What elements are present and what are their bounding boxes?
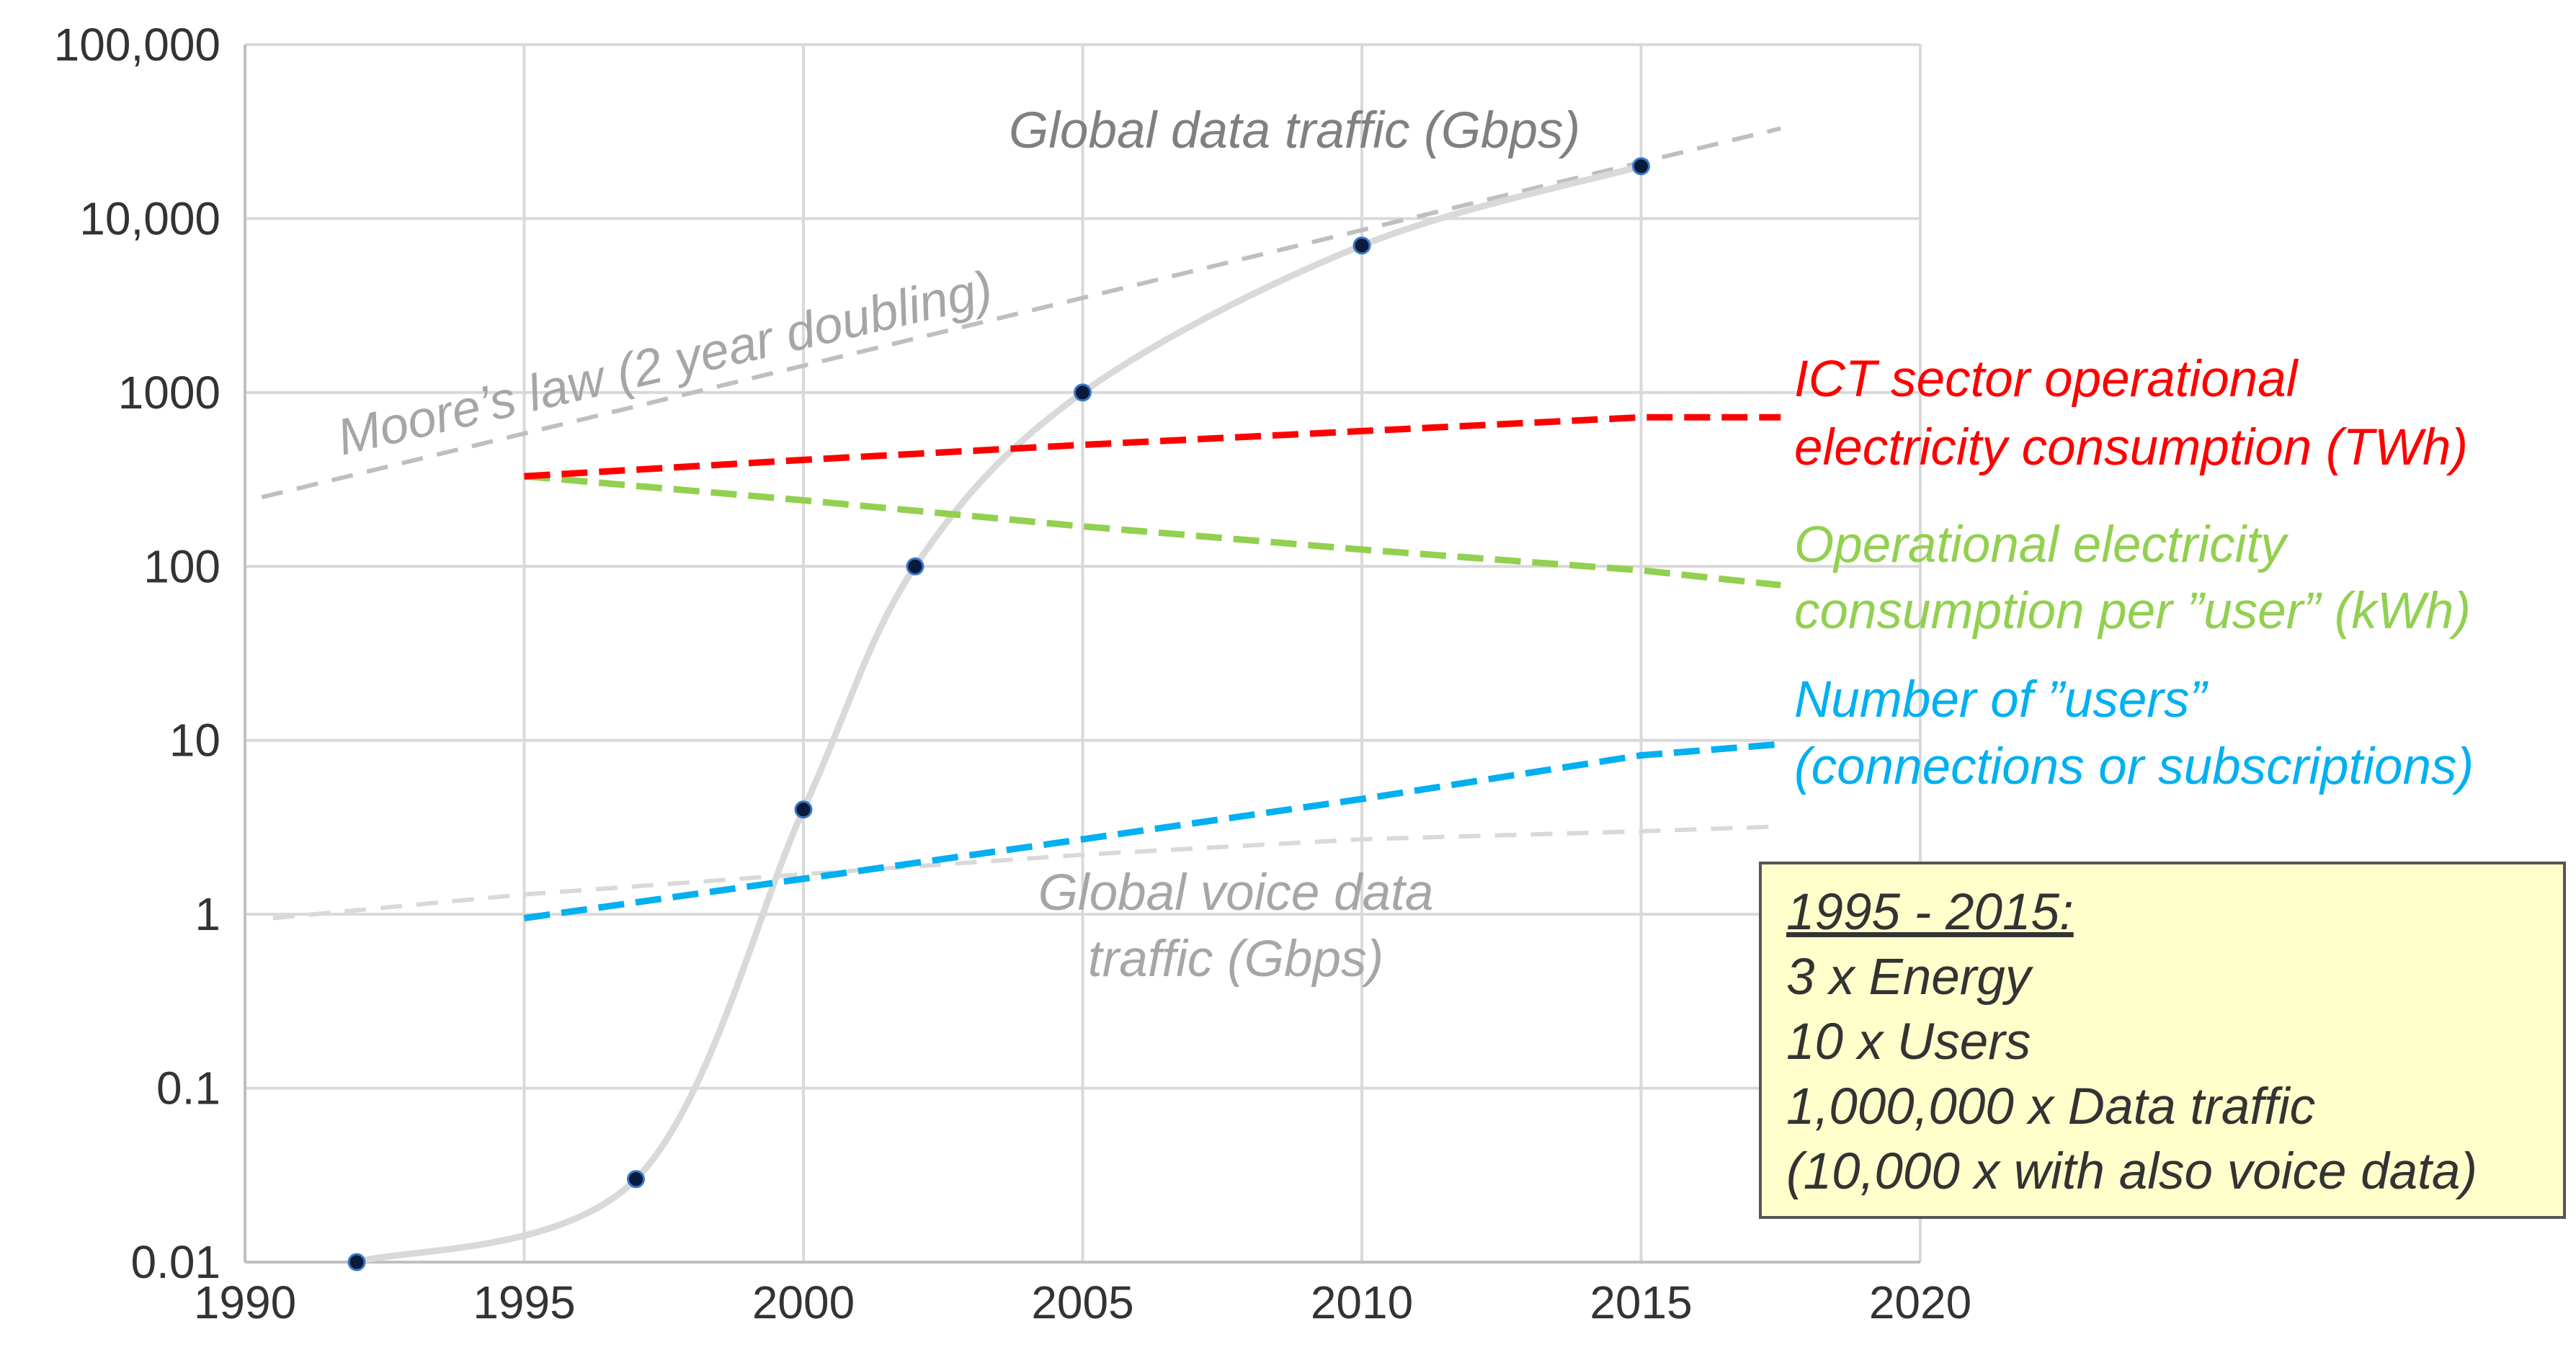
data-point-2010 (1352, 236, 1371, 255)
data-point-2000 (794, 800, 813, 819)
y-tick-label-0-1: 0.1 (156, 1063, 220, 1114)
annotation-global-voice-data: Global voice data (1038, 864, 1434, 921)
x-tick-label-1990: 1990 (194, 1277, 296, 1328)
summary-title: 1995 - 2015: (1786, 884, 2074, 941)
annotation-operational-electricity: Operational electricity (1794, 517, 2289, 573)
markers-layer (347, 157, 1650, 1271)
annotation-ict-sector-operational: ICT sector operational (1794, 351, 2299, 408)
annotation-global-data-traffic-gbps: Global data traffic (Gbps) (1009, 102, 1580, 159)
x-tick-label-2000: 2000 (752, 1277, 855, 1328)
data-point-2002 (906, 557, 924, 576)
x-tick-label-2020: 2020 (1869, 1277, 1971, 1328)
annotation-connections-or-subscriptions: (connections or subscriptions) (1794, 738, 2474, 795)
y-tick-label-10-000: 10,000 (79, 192, 220, 244)
data-point-2005 (1074, 383, 1092, 402)
y-tick-label-0-01: 0.01 (130, 1236, 220, 1288)
x-tick-label-2005: 2005 (1031, 1277, 1133, 1328)
tick-labels: 1990 1995 2000 2005 2010 2015 2020 0.01 0.1 1 10 10… (54, 19, 1972, 1328)
annotation-electricity-consumption-twh: electricity consumption (TWh) (1794, 419, 2468, 476)
series-layer (261, 126, 1781, 1266)
series-line-moore-s-law-2-year-doubling (261, 126, 1781, 500)
annotation-traffic-gbps: traffic (Gbps) (1088, 931, 1383, 988)
series-line-operational-electricity-consumption-per-user-kwh (524, 473, 1781, 589)
data-point-1997 (627, 1170, 645, 1189)
annotation-number-of-users: Number of ”users” (1794, 671, 2209, 728)
annotations: Global data traffic (Gbps) Moore’s law (2… (332, 102, 2474, 988)
x-tick-label-2015: 2015 (1590, 1277, 1692, 1328)
series-line-number-of-users-connections-or-subscriptions (523, 741, 1781, 921)
summary-line-users: 10 x Users (1786, 1014, 2031, 1070)
y-tick-label-100: 100 (143, 540, 220, 592)
series-line-global-data-traffic-gbps (353, 163, 1644, 1266)
series-line-ict-sector-operational-electricity-consumption-twh (524, 413, 1781, 480)
summary-line-voice-data: (10,000 x with also voice data) (1786, 1143, 2478, 1200)
data-point-2015 (1632, 157, 1650, 176)
x-tick-label-1995: 1995 (473, 1277, 575, 1328)
data-point-1992 (347, 1253, 366, 1271)
y-tick-label-10: 10 (169, 715, 220, 766)
summary-line-energy: 3 x Energy (1786, 949, 2031, 1006)
x-tick-label-2010: 2010 (1311, 1277, 1413, 1328)
y-tick-label-1: 1 (195, 888, 220, 940)
y-tick-label-1000: 1000 (118, 367, 220, 419)
grid (244, 43, 1922, 1264)
y-tick-label-100-000: 100,000 (54, 19, 220, 71)
summary-line-data-traffic: 1,000,000 x Data traffic (1786, 1078, 2316, 1135)
annotation-moore-s-law-2-year-doubling: Moore’s law (2 year doubling) (332, 260, 998, 466)
series-line-global-voice-data-traffic-gbps (272, 824, 1781, 921)
summary-box: 1995 - 2015: 3 x Energy 10 x Users 1,000… (1759, 862, 2566, 1219)
annotation-consumption-per-user-kwh: consumption per ”user” (kWh) (1794, 583, 2471, 640)
